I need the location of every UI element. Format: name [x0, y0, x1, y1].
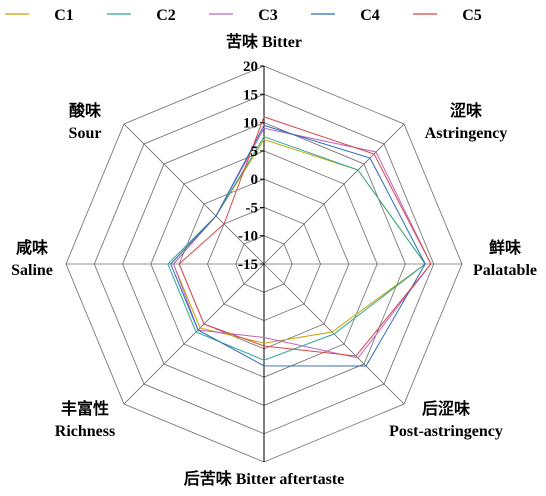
- legend-label-c5: C5: [462, 7, 482, 24]
- series-c3-line: [172, 127, 432, 359]
- axis-label-4: 后苦味 Bitter aftertaste: [184, 469, 345, 488]
- spoke-1: [263, 123, 405, 265]
- radial-tick-labels: 20 15 10 5 0 -5 -10 -15: [238, 59, 258, 273]
- legend-label-c1: C1: [54, 7, 74, 24]
- axis-label-0: 苦味 Bitter: [226, 32, 302, 51]
- axis-label-6: 咸味 Saline: [11, 238, 53, 279]
- axis-label-3: 后涩味 Post-astringency: [389, 399, 503, 440]
- spoke-7: [123, 123, 265, 265]
- radar-series: [167, 116, 432, 367]
- axis-label-2: 鲜味 Palatable: [473, 238, 537, 279]
- spoke-5: [123, 263, 265, 405]
- tick-label-7: -15: [238, 257, 258, 273]
- tick-label-5: -5: [246, 200, 259, 216]
- tick-label-6: -10: [238, 229, 258, 245]
- axis-label-5: 丰富性 Richness: [55, 399, 115, 440]
- radar-spokes: [66, 65, 462, 462]
- axis-label-7: 酸味 Sour: [69, 101, 102, 142]
- series-c2-line: [167, 136, 426, 361]
- axis-labels: 苦味 Bitter 涩味 Astringency 鲜味 Palatable 后涩味 Post…: [11, 32, 537, 488]
- series-c4-line: [170, 124, 426, 367]
- legend-label-c3: C3: [258, 7, 278, 24]
- series-c5-line: [178, 116, 432, 357]
- tick-label-3: 5: [251, 144, 259, 160]
- axis-label-1: 涩味 Astringency: [425, 101, 508, 142]
- tick-label-2: 10: [243, 116, 258, 132]
- legend: C1 C2 C3 C4 C5: [5, 7, 482, 24]
- legend-label-c4: C4: [360, 7, 380, 24]
- tick-label-0: 20: [243, 59, 258, 75]
- tick-label-1: 15: [243, 87, 258, 103]
- tick-label-4: 0: [251, 172, 259, 188]
- series-c1-line: [172, 138, 426, 344]
- legend-label-c2: C2: [156, 7, 176, 24]
